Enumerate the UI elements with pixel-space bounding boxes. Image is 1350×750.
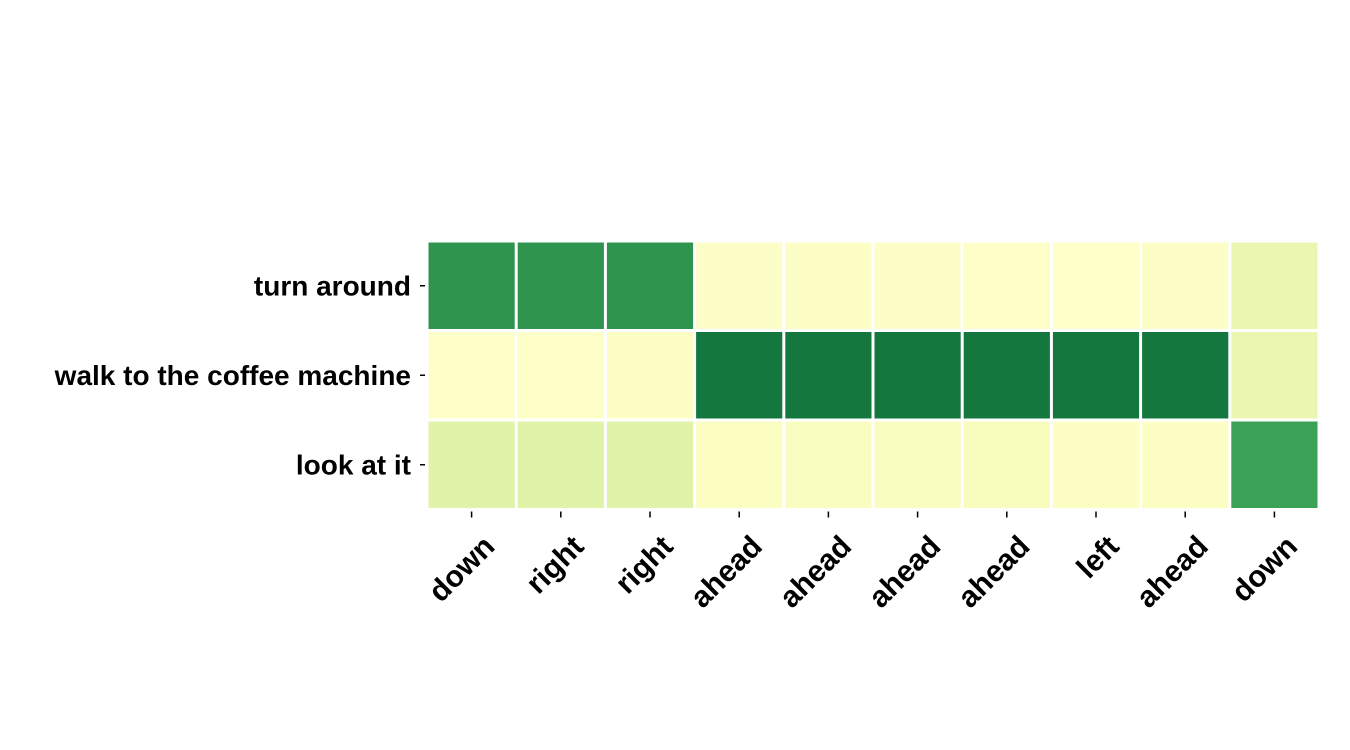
y-axis: turn around walk to the coffee machine loo… <box>54 270 425 480</box>
x-tick-label: right <box>520 530 590 600</box>
heatmap-cell <box>874 242 961 329</box>
heatmap-cell <box>606 242 694 329</box>
heatmap-cell <box>517 332 604 419</box>
heatmap-cell <box>428 242 515 329</box>
heatmap-cell <box>428 332 515 419</box>
heatmap-cell <box>606 421 694 508</box>
heatmap-cell <box>874 421 961 508</box>
y-tick-label: look at it <box>296 449 411 480</box>
heatmap-cell <box>1142 242 1229 329</box>
heatmap-cell <box>1231 332 1318 419</box>
heatmap-cell <box>517 242 604 329</box>
y-tick-label: turn around <box>254 270 411 301</box>
heatmap-cell <box>785 421 872 508</box>
heatmap-cell <box>1231 242 1318 329</box>
heatmap-cells <box>428 242 1318 508</box>
heatmap-cell <box>1142 421 1229 508</box>
heatmap-cell <box>1142 332 1229 419</box>
x-tick-label: ahead <box>1130 530 1215 615</box>
heatmap-cell <box>963 332 1050 419</box>
x-tick-label: ahead <box>952 530 1037 615</box>
heatmap-cell <box>785 242 872 329</box>
heatmap-cell <box>606 332 694 419</box>
heatmap-cell <box>696 332 783 419</box>
x-tick-label: down <box>1225 530 1304 609</box>
heatmap-cell <box>1231 421 1318 508</box>
x-tick-label: right <box>609 530 679 600</box>
y-tick-label: walk to the coffee machine <box>54 360 411 391</box>
x-axis: down right right ahead ahead ahead ahead left ah… <box>423 511 1304 615</box>
heatmap-cell <box>785 332 872 419</box>
heatmap-cell <box>1052 242 1140 329</box>
heatmap-cell <box>963 421 1050 508</box>
heatmap-cell <box>1052 332 1140 419</box>
heatmap-cell <box>517 421 604 508</box>
heatmap-cell <box>874 332 961 419</box>
x-tick-label: ahead <box>863 530 948 615</box>
heatmap-cell <box>963 242 1050 329</box>
x-tick-label: ahead <box>773 530 858 615</box>
heatmap-cell <box>696 421 783 508</box>
x-tick-label: down <box>423 530 502 609</box>
x-tick-label: ahead <box>684 530 769 615</box>
x-tick-label: left <box>1071 530 1126 585</box>
heatmap-cell <box>1052 421 1140 508</box>
heatmap-cell <box>696 242 783 329</box>
heatmap-cell <box>428 421 515 508</box>
